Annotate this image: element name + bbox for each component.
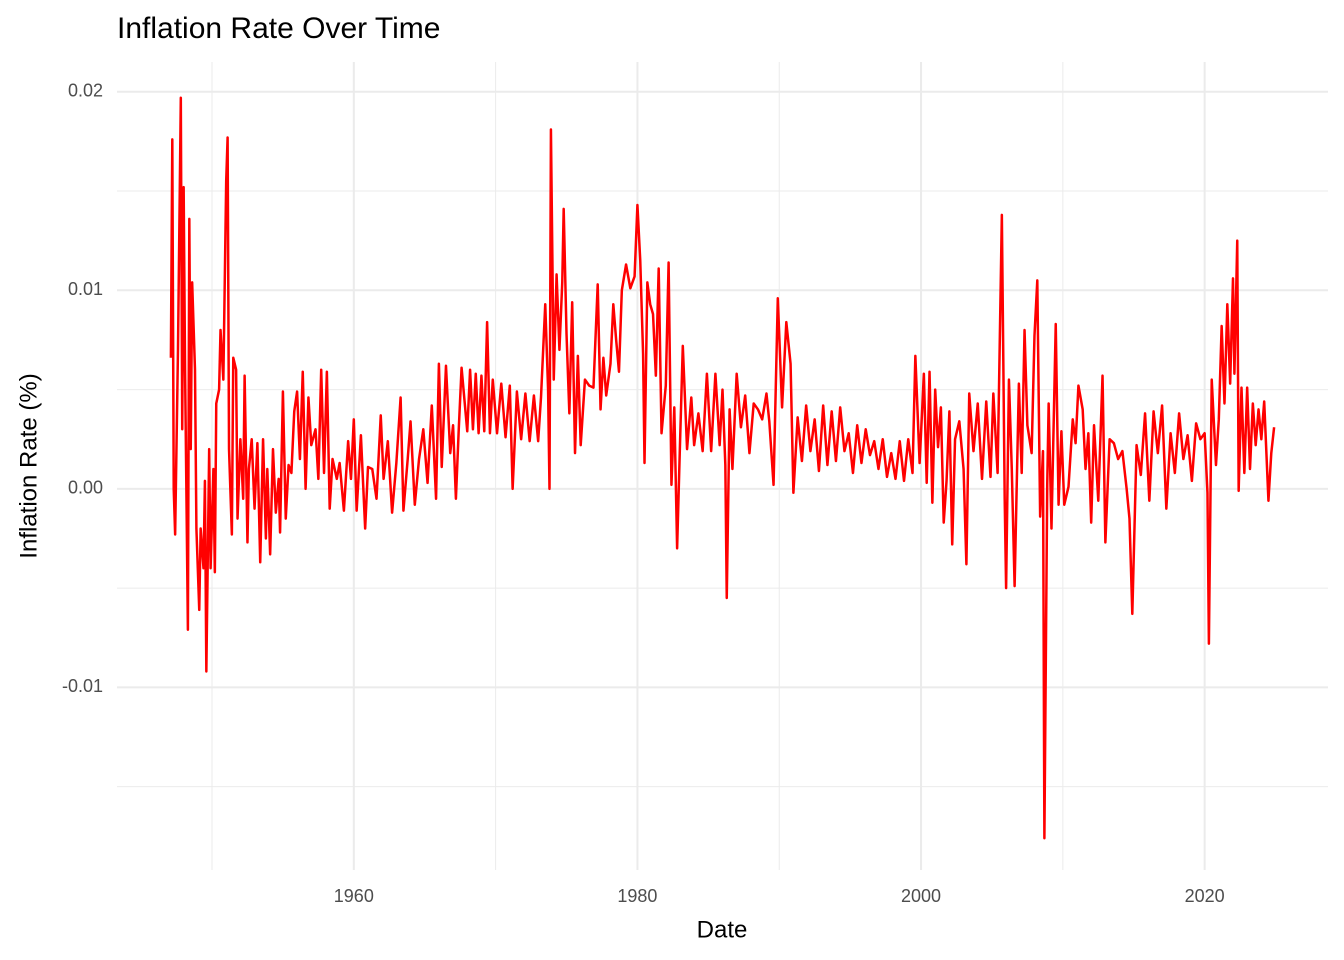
y-axis-label: Inflation Rate (%) [15, 373, 42, 558]
data-line [169, 96, 1276, 840]
y-tick-label: 0.02 [68, 81, 103, 101]
x-tick-label: 2000 [901, 886, 941, 906]
grid [117, 62, 1328, 870]
y-tick-label: 0.00 [68, 478, 103, 498]
y-tick-label: 0.01 [68, 279, 103, 299]
x-tick-label: 1960 [334, 886, 374, 906]
x-tick-label: 2020 [1185, 886, 1225, 906]
y-tick-label: -0.01 [62, 676, 103, 696]
chart-title: Inflation Rate Over Time [117, 12, 440, 45]
x-tick-label: 1980 [617, 886, 657, 906]
x-axis-label: Date [697, 916, 748, 943]
